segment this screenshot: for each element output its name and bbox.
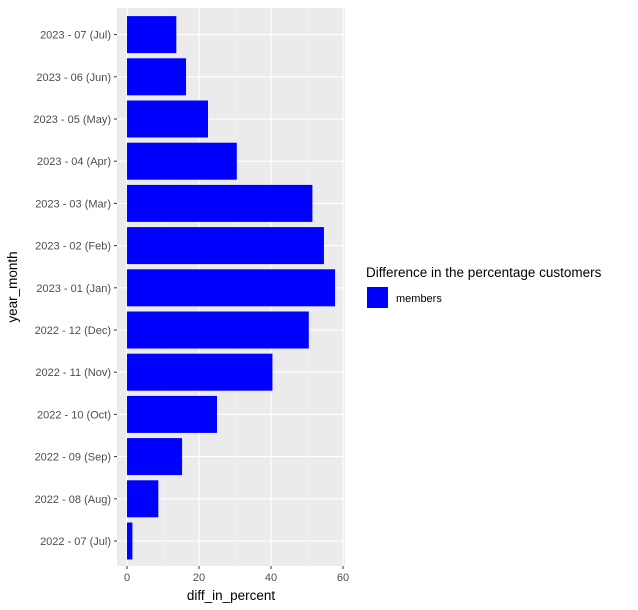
y-tick-label: 2023 - 07 (Jul): [40, 30, 111, 42]
x-axis-ticks: 0 20 40 60: [124, 566, 349, 584]
legend-key-members: [367, 287, 388, 308]
bar-9: [127, 184, 313, 222]
bar-11: [127, 100, 208, 138]
x-tick-label: 0: [124, 572, 130, 584]
bar-10: [127, 142, 237, 180]
bar-8: [127, 227, 324, 265]
y-tick-label: 2023 - 03 (Mar): [35, 198, 111, 210]
bar-2: [127, 480, 159, 518]
bars: [127, 16, 336, 560]
legend-title: Difference in the percentage customers: [366, 265, 602, 280]
legend: Difference in the percentage customers m…: [366, 265, 602, 308]
y-tick-label: 2022 - 12 (Dec): [35, 325, 111, 337]
bar-7: [127, 269, 336, 307]
y-tick-label: 2023 - 04 (Apr): [37, 156, 111, 168]
bar-1: [127, 522, 133, 560]
bar-12: [127, 58, 187, 96]
y-tick-label: 2023 - 06 (Jun): [36, 72, 111, 84]
y-axis-ticks: 2022 - 07 (Jul) 2022 - 08 (Aug) 2022 - 09 …: [33, 30, 117, 548]
x-tick-label: 60: [337, 572, 349, 584]
y-tick-label: 2022 - 09 (Sep): [35, 452, 111, 464]
y-tick-label: 2023 - 02 (Feb): [35, 241, 111, 253]
y-axis-title: year_month: [5, 251, 20, 322]
y-tick-label: 2022 - 07 (Jul): [40, 536, 111, 548]
bar-4: [127, 395, 217, 433]
bar-5: [127, 353, 273, 391]
x-tick-label: 40: [265, 572, 277, 584]
x-tick-label: 20: [193, 572, 205, 584]
bar-3: [127, 438, 183, 476]
x-axis-title: diff_in_percent: [187, 588, 276, 603]
y-tick-label: 2022 - 10 (Oct): [37, 409, 111, 421]
y-tick-label: 2023 - 05 (May): [33, 114, 111, 126]
bar-6: [127, 311, 309, 349]
y-tick-label: 2022 - 08 (Aug): [35, 494, 111, 506]
legend-label-members: members: [396, 293, 442, 305]
bar-13: [127, 16, 177, 54]
y-tick-label: 2023 - 01 (Jan): [36, 283, 111, 295]
y-tick-label: 2022 - 11 (Nov): [35, 367, 111, 379]
